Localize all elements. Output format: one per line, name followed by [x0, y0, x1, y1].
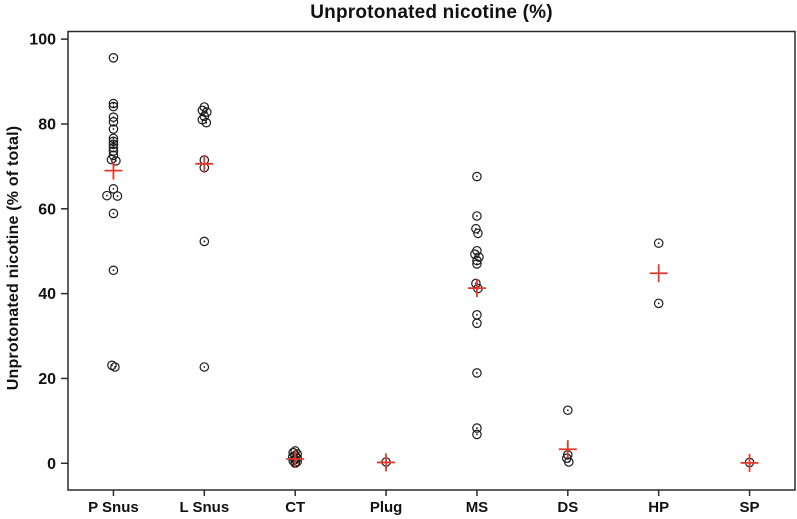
data-point-center-dot	[476, 427, 478, 429]
data-point	[106, 154, 117, 165]
data-point	[472, 423, 482, 433]
x-tick-label: HP	[648, 499, 669, 516]
x-tick-label: L Snus	[179, 499, 229, 516]
data-point-center-dot	[112, 187, 115, 190]
data-point-center-dot	[566, 409, 569, 412]
y-axis-title: Unprotonated nicotine (% of total)	[5, 125, 22, 391]
data-point-center-dot	[203, 240, 206, 243]
data-point-center-dot	[476, 263, 478, 265]
data-point	[111, 156, 121, 166]
plot-frame	[67, 30, 796, 491]
data-point-center-dot	[476, 433, 478, 436]
data-point-center-dot	[657, 302, 660, 305]
data-point	[472, 368, 482, 378]
y-tick-label: 60	[38, 201, 56, 218]
data-point	[472, 318, 482, 329]
x-tick-label: P Snus	[88, 499, 139, 516]
data-point	[199, 236, 210, 247]
data-point	[108, 136, 119, 147]
data-point-center-dot	[112, 120, 115, 123]
x-tick-label: SP	[740, 499, 760, 516]
data-point	[108, 52, 119, 63]
y-tick-label: 100	[29, 32, 56, 49]
data-point	[197, 105, 208, 116]
mean-marker	[558, 440, 577, 459]
mean-marker	[740, 453, 759, 472]
data-point-center-dot	[476, 322, 478, 325]
data-point-center-dot	[476, 372, 478, 374]
data-point	[472, 211, 482, 221]
data-point	[472, 259, 482, 269]
mean-marker	[377, 453, 396, 472]
data-point	[653, 298, 664, 309]
data-point-center-dot	[567, 461, 570, 463]
mean-marker	[467, 279, 486, 298]
data-point	[108, 117, 119, 127]
data-point-center-dot	[112, 102, 115, 105]
data-point-center-dot	[296, 460, 299, 463]
data-point-center-dot	[657, 242, 660, 245]
x-tick-label: CT	[285, 499, 305, 516]
data-point-center-dot	[476, 215, 478, 217]
data-point-center-dot	[112, 105, 115, 108]
data-point-center-dot	[112, 56, 115, 59]
data-point	[201, 117, 212, 128]
data-point-center-dot	[106, 194, 108, 197]
x-tick-label: Plug	[370, 499, 403, 516]
x-tick-label: MS	[466, 499, 489, 516]
data-point-center-dot	[476, 175, 478, 178]
data-point	[102, 190, 112, 201]
y-tick-label: 0	[47, 456, 56, 473]
data-point	[471, 223, 481, 234]
data-point-center-dot	[115, 159, 117, 162]
data-point	[108, 101, 119, 112]
data-point	[563, 405, 573, 416]
data-point-center-dot	[205, 121, 208, 124]
data-point	[108, 124, 119, 134]
data-point	[564, 457, 574, 467]
data-point-center-dot	[112, 212, 115, 215]
data-point	[472, 429, 482, 440]
mean-marker	[195, 154, 214, 173]
mean-marker	[104, 161, 123, 180]
data-point	[199, 362, 210, 372]
data-point	[108, 133, 119, 144]
mean-marker	[286, 450, 305, 469]
x-tick-label: DS	[557, 499, 578, 516]
y-tick-label: 20	[38, 371, 56, 388]
data-point-center-dot	[112, 128, 115, 130]
data-point	[108, 208, 119, 219]
data-point	[473, 228, 483, 239]
data-point-center-dot	[477, 232, 479, 235]
mean-marker	[649, 264, 668, 283]
y-tick-label: 80	[38, 116, 56, 133]
data-point	[108, 265, 119, 276]
data-point-center-dot	[112, 140, 115, 143]
data-point	[472, 171, 482, 182]
data-point	[112, 191, 123, 201]
data-point-center-dot	[112, 269, 115, 272]
data-point-center-dot	[203, 366, 206, 368]
y-tick-label: 40	[38, 286, 56, 303]
data-point	[108, 98, 119, 109]
data-point-center-dot	[114, 366, 116, 368]
data-point-center-dot	[116, 195, 119, 197]
data-point-center-dot	[112, 137, 115, 140]
data-point	[108, 184, 119, 194]
data-point	[653, 238, 664, 248]
data-point-center-dot	[476, 313, 478, 316]
data-point	[110, 362, 120, 372]
chart-title: Unprotonated nicotine (%)	[310, 2, 553, 23]
